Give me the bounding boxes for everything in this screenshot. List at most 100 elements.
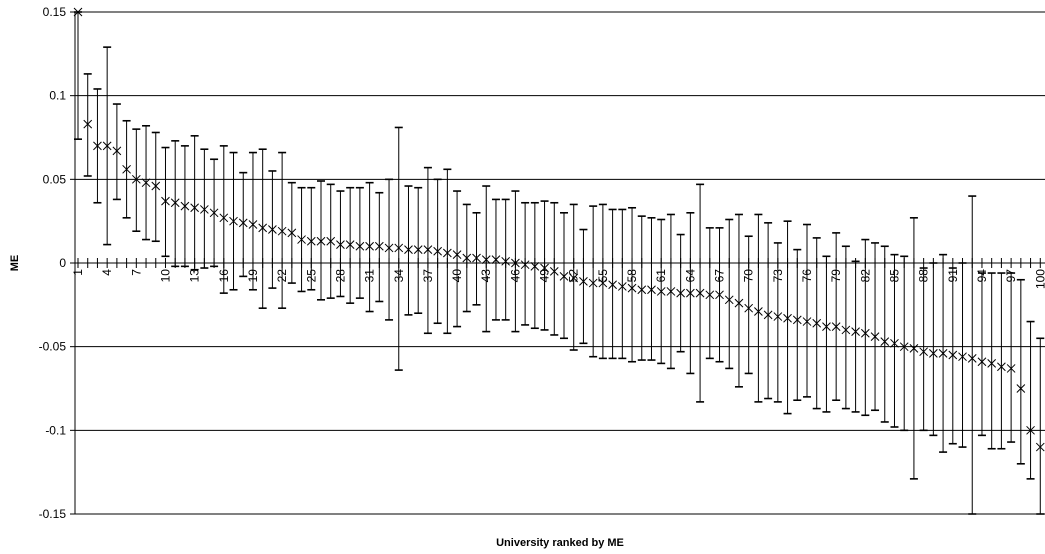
error-bar xyxy=(171,140,180,268)
data-point xyxy=(170,198,180,208)
data-point-stroke xyxy=(705,290,715,300)
data-point xyxy=(413,245,423,254)
data-point-stroke xyxy=(812,318,822,328)
y-tick-label: -0.1 xyxy=(45,423,66,437)
data-point-stroke xyxy=(792,315,802,325)
data-point xyxy=(1006,364,1016,373)
data-point xyxy=(355,241,365,251)
data-point xyxy=(899,342,909,352)
data-point xyxy=(724,295,734,305)
data-point-stroke xyxy=(763,310,773,320)
error-bar xyxy=(890,253,899,428)
data-point xyxy=(141,178,151,188)
data-point-stroke xyxy=(345,240,355,249)
data-point xyxy=(365,241,374,251)
data-point xyxy=(73,7,83,17)
error-bar xyxy=(472,212,481,306)
data-point-stroke xyxy=(1016,384,1026,393)
data-point-stroke xyxy=(686,288,695,298)
data-point-stroke xyxy=(277,226,287,236)
data-point xyxy=(705,290,715,300)
y-tick-label: 0.05 xyxy=(43,172,67,186)
data-point-stroke xyxy=(93,141,102,151)
error-bar xyxy=(346,186,355,304)
data-point-stroke xyxy=(549,267,559,276)
data-point xyxy=(423,245,433,254)
data-point xyxy=(374,241,384,251)
data-point-stroke xyxy=(287,228,297,238)
error-bar xyxy=(336,190,345,298)
data-point xyxy=(433,246,442,256)
data-point-stroke xyxy=(297,235,306,244)
data-point xyxy=(540,263,549,273)
error-bar xyxy=(414,186,423,315)
data-point xyxy=(394,243,404,253)
data-point-stroke xyxy=(676,288,685,298)
error-bar xyxy=(628,206,637,363)
data-point-stroke xyxy=(472,253,481,263)
data-point-stroke xyxy=(462,253,472,263)
data-point-stroke xyxy=(579,277,588,286)
error-bar xyxy=(83,73,92,177)
data-point xyxy=(647,285,656,295)
data-point xyxy=(452,250,462,259)
data-point-stroke xyxy=(559,272,569,281)
error-bar xyxy=(375,191,384,303)
data-point xyxy=(1026,425,1035,435)
data-point xyxy=(238,218,248,228)
data-point xyxy=(569,273,579,283)
data-point xyxy=(549,267,559,276)
data-point xyxy=(831,322,841,331)
data-point xyxy=(734,298,744,308)
y-axis: 0.15 0.1 0.05 0 -0.05 -0.1 -0.15 xyxy=(39,5,76,521)
error-bar xyxy=(958,262,967,448)
error-bar xyxy=(948,267,957,445)
error-bar xyxy=(200,148,209,269)
data-point-stroke xyxy=(617,282,627,291)
data-point xyxy=(666,287,676,296)
error-bar xyxy=(793,248,802,402)
data-point-stroke xyxy=(365,241,374,251)
error-bar xyxy=(754,213,763,403)
error-bar xyxy=(248,151,257,291)
data-point xyxy=(637,285,647,295)
data-point xyxy=(248,220,258,229)
data-point-stroke xyxy=(141,178,151,188)
data-point xyxy=(967,354,977,363)
data-point xyxy=(287,228,297,238)
error-bar xyxy=(861,238,870,417)
data-point-stroke xyxy=(938,349,948,358)
error-bar xyxy=(540,200,549,331)
data-point xyxy=(656,287,666,296)
error-bar xyxy=(598,203,607,360)
data-point xyxy=(792,315,802,325)
data-point-stroke xyxy=(1006,364,1016,373)
data-point-stroke xyxy=(355,241,365,251)
error-bars xyxy=(74,11,1045,515)
data-point-stroke xyxy=(666,287,676,296)
data-point xyxy=(112,146,122,156)
error-bar xyxy=(151,131,160,243)
data-point xyxy=(83,119,93,129)
data-point-stroke xyxy=(987,359,997,368)
data-point-stroke xyxy=(880,337,890,347)
data-point-stroke xyxy=(860,328,870,338)
data-point xyxy=(559,272,569,281)
error-bar xyxy=(705,227,714,360)
data-point xyxy=(326,236,336,246)
data-point-stroke xyxy=(374,241,384,251)
data-point-stroke xyxy=(647,285,656,295)
data-point-stroke xyxy=(929,349,938,358)
error-bar xyxy=(453,190,462,328)
data-point xyxy=(268,225,277,234)
error-bar xyxy=(521,201,530,326)
data-point xyxy=(977,357,987,367)
error-bar xyxy=(365,181,374,313)
data-point xyxy=(948,350,958,360)
data-point-stroke xyxy=(627,283,637,293)
data-point-stroke xyxy=(452,250,462,259)
data-point-stroke xyxy=(73,7,83,17)
data-point-stroke xyxy=(588,278,598,288)
data-point xyxy=(841,325,851,335)
error-bar xyxy=(385,178,394,321)
